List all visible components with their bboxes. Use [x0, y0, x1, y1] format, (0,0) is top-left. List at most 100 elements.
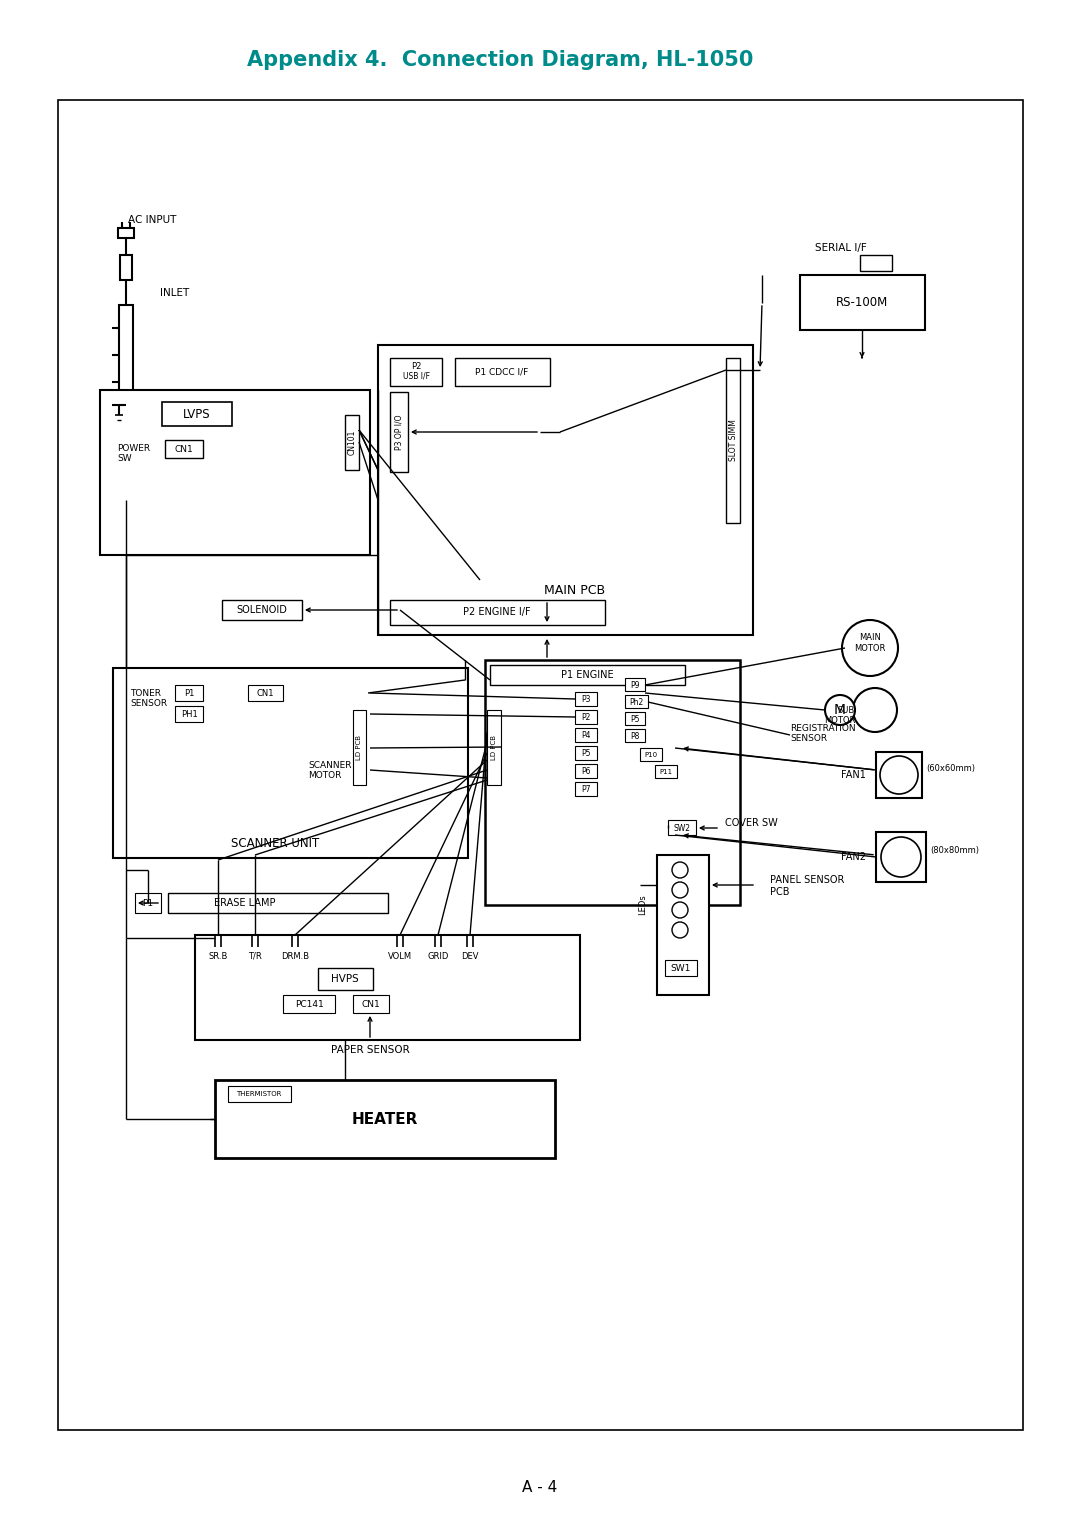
Text: FAN2: FAN2	[841, 853, 866, 862]
Text: T/R: T/R	[248, 952, 261, 961]
Circle shape	[842, 620, 897, 675]
Text: P5: P5	[631, 715, 639, 723]
Text: P2 ENGINE I/F: P2 ENGINE I/F	[463, 607, 530, 617]
Bar	[222, 601, 302, 620]
Bar	[283, 995, 335, 1013]
Bar	[118, 228, 134, 238]
Bar	[665, 960, 697, 976]
Text: DRM.B: DRM.B	[281, 952, 309, 961]
Circle shape	[825, 695, 855, 724]
Text: CN101: CN101	[348, 429, 356, 455]
Text: P11: P11	[660, 769, 673, 775]
Text: SR.B: SR.B	[208, 952, 228, 961]
Text: MAIN PCB: MAIN PCB	[544, 584, 606, 596]
Bar	[168, 892, 388, 914]
Bar	[58, 99, 1023, 1430]
Circle shape	[672, 862, 688, 879]
Text: USB I/F: USB I/F	[403, 371, 430, 380]
Bar	[455, 358, 550, 387]
Bar	[195, 935, 580, 1041]
Text: P2: P2	[410, 362, 421, 370]
Text: VOLM: VOLM	[388, 952, 413, 961]
Text: SENSOR: SENSOR	[789, 733, 827, 743]
Text: MAIN: MAIN	[859, 633, 881, 642]
Bar	[353, 711, 366, 785]
Text: SCANNER UNIT: SCANNER UNIT	[231, 836, 319, 850]
Text: PC141: PC141	[295, 999, 323, 1008]
Bar	[175, 685, 203, 701]
Bar	[390, 358, 442, 387]
Text: SW2: SW2	[674, 824, 690, 833]
Text: P1: P1	[184, 689, 194, 697]
Circle shape	[672, 921, 688, 938]
Text: M: M	[834, 703, 846, 717]
Bar	[575, 746, 597, 759]
Text: SCANNER: SCANNER	[308, 761, 351, 770]
Text: CN1: CN1	[362, 999, 380, 1008]
Bar	[654, 766, 677, 778]
Text: P3: P3	[581, 695, 591, 703]
Text: SW1: SW1	[671, 964, 691, 972]
Bar	[228, 1086, 291, 1102]
Text: HVPS: HVPS	[332, 973, 359, 984]
Bar	[657, 856, 708, 995]
Text: LEDs: LEDs	[638, 894, 648, 915]
Circle shape	[672, 902, 688, 918]
Text: PAPER SENSOR: PAPER SENSOR	[330, 1045, 409, 1054]
Bar	[248, 685, 283, 701]
Bar	[860, 255, 892, 270]
Text: PANEL SENSOR: PANEL SENSOR	[770, 876, 845, 885]
Bar	[165, 440, 203, 458]
Circle shape	[672, 882, 688, 898]
Text: SLOT SIMM: SLOT SIMM	[729, 419, 738, 461]
Bar	[390, 393, 408, 472]
Text: (80x80mm): (80x80mm)	[930, 845, 978, 854]
Bar	[162, 402, 232, 426]
Bar	[669, 821, 696, 834]
Bar	[113, 668, 468, 859]
Text: COVER SW: COVER SW	[725, 817, 778, 828]
Circle shape	[881, 837, 921, 877]
Bar	[575, 692, 597, 706]
Bar	[625, 678, 645, 691]
Bar	[390, 601, 605, 625]
Text: SUB: SUB	[838, 706, 855, 715]
Text: MOTOR: MOTOR	[854, 643, 886, 652]
Text: MOTOR: MOTOR	[824, 715, 855, 724]
Text: SENSOR: SENSOR	[130, 698, 167, 707]
Text: SOLENOID: SOLENOID	[237, 605, 287, 614]
Bar	[640, 749, 662, 761]
Bar	[625, 729, 645, 743]
Circle shape	[880, 756, 918, 795]
Text: RS-100M: RS-100M	[836, 295, 888, 309]
Text: Appendix 4.  Connection Diagram, HL-1050: Appendix 4. Connection Diagram, HL-1050	[247, 50, 754, 70]
Text: MOTOR: MOTOR	[308, 770, 341, 779]
Text: INLET: INLET	[160, 287, 189, 298]
Bar	[215, 1080, 555, 1158]
Bar	[625, 695, 648, 707]
Text: SW: SW	[117, 454, 132, 463]
Text: A - 4: A - 4	[523, 1481, 557, 1496]
Text: SERIAL I/F: SERIAL I/F	[815, 243, 867, 254]
Bar	[318, 969, 373, 990]
Bar	[175, 706, 203, 723]
Bar	[135, 892, 161, 914]
Bar	[575, 782, 597, 796]
Text: THERMISTOR: THERMISTOR	[237, 1091, 282, 1097]
Text: LD PCB: LD PCB	[356, 735, 362, 759]
Text: REGISTRATION: REGISTRATION	[789, 723, 855, 732]
Text: P1 CDCC I/F: P1 CDCC I/F	[475, 368, 528, 376]
Text: P5: P5	[581, 749, 591, 758]
Text: P8: P8	[631, 732, 639, 741]
Bar	[345, 416, 359, 471]
Text: CN1: CN1	[256, 689, 273, 697]
Bar	[876, 833, 926, 882]
Circle shape	[853, 688, 897, 732]
Bar	[726, 358, 740, 523]
Text: POWER: POWER	[117, 443, 150, 452]
Text: P6: P6	[581, 767, 591, 776]
Text: ERASE LAMP: ERASE LAMP	[214, 898, 275, 908]
Bar	[625, 712, 645, 724]
Bar	[378, 345, 753, 636]
Bar	[353, 995, 389, 1013]
